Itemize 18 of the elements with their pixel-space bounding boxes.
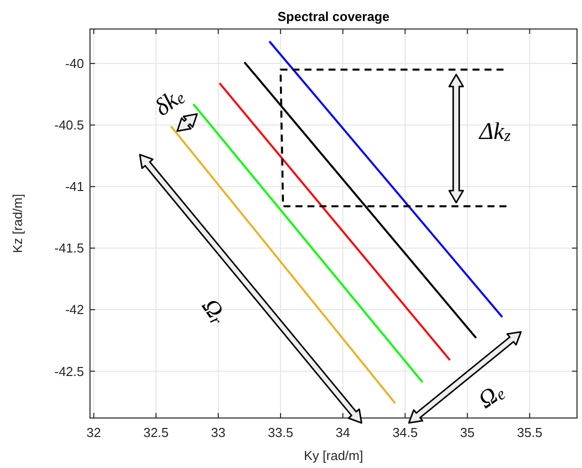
x-tick-label: 35 bbox=[460, 425, 475, 440]
x-tick-label: 32.5 bbox=[143, 425, 169, 440]
y-tick-label: -41.5 bbox=[54, 240, 84, 256]
x-tick-label: 34 bbox=[336, 425, 350, 440]
y-tick-label: -42.5 bbox=[54, 364, 84, 379]
x-tick-label: 34.5 bbox=[392, 425, 418, 440]
y-tick-label: -40 bbox=[65, 56, 84, 72]
annotation: Δk$_{z}$ bbox=[478, 118, 512, 146]
x-tick-label: 33 bbox=[211, 425, 226, 440]
y-tick-label: -40.5 bbox=[54, 118, 84, 133]
chart-title: Spectral coverage bbox=[277, 9, 390, 24]
x-tick-label: 33.5 bbox=[268, 425, 294, 440]
y-axis-title: Kz [rad/m] bbox=[10, 194, 25, 254]
x-tick-label: 35.5 bbox=[517, 425, 542, 440]
y-tick-label: -42 bbox=[65, 302, 84, 318]
y-tick-label: -41 bbox=[65, 179, 84, 194]
x-axis-title: Ky [rad/m] bbox=[304, 448, 364, 463]
x-tick-label: 32 bbox=[86, 425, 101, 440]
